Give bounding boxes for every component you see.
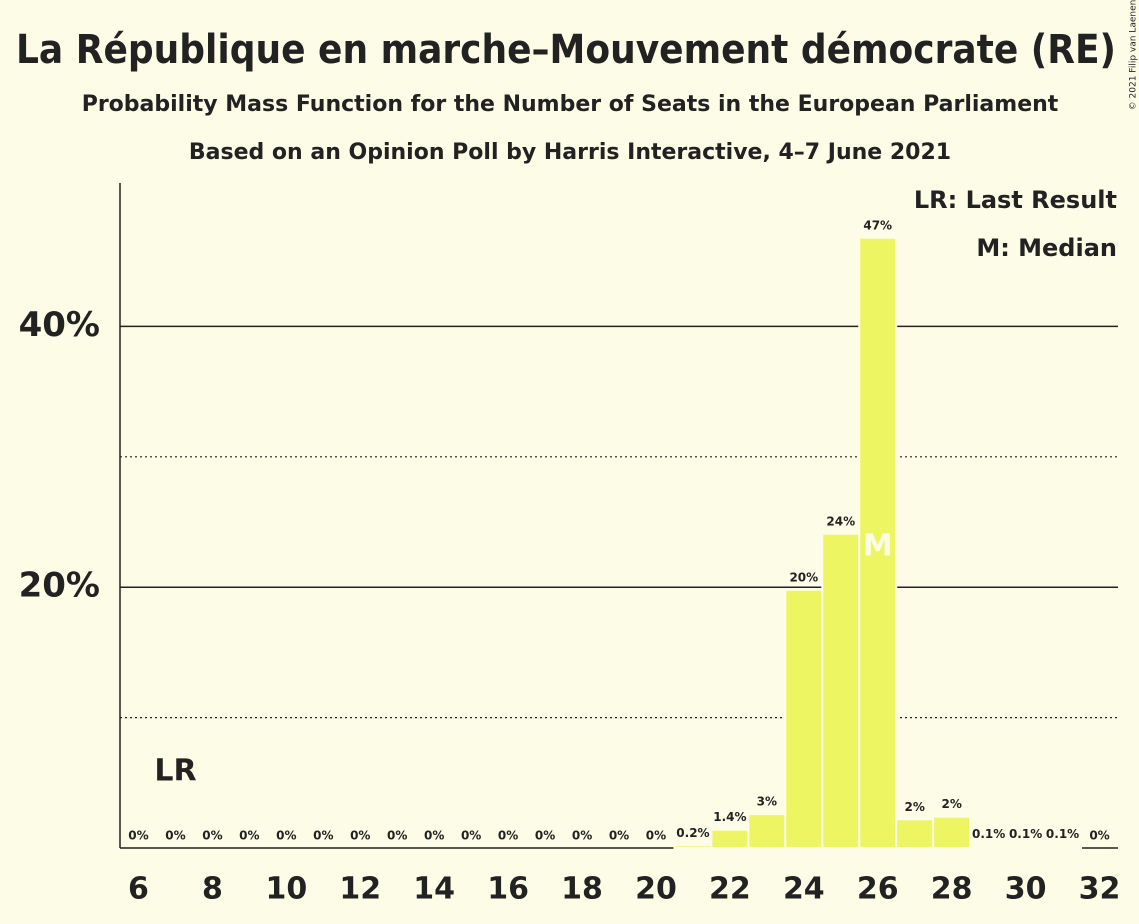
bar — [1006, 845, 1046, 850]
value-label: 0.1% — [1009, 827, 1042, 841]
chart-subtitle: Probability Mass Function for the Number… — [82, 92, 1059, 117]
x-tick-label: 14 — [413, 872, 455, 907]
value-label: 0% — [313, 829, 333, 843]
x-tick-label: 6 — [128, 872, 149, 907]
value-label: 0% — [572, 829, 592, 843]
value-label: 0.1% — [1046, 827, 1079, 841]
value-label: 47% — [863, 218, 892, 232]
value-label: 3% — [757, 795, 777, 809]
value-label: 0% — [1089, 829, 1109, 843]
bar — [1043, 845, 1083, 850]
chart-subtitle: Based on an Opinion Poll by Harris Inter… — [189, 140, 951, 165]
value-label: 0% — [609, 829, 629, 843]
bar — [895, 818, 935, 849]
value-label: 0% — [350, 829, 370, 843]
value-label: 0% — [239, 829, 259, 843]
value-label: 0% — [646, 829, 666, 843]
value-label: 24% — [826, 514, 855, 528]
x-tick-label: 28 — [931, 872, 973, 907]
x-tick-label: 18 — [561, 872, 603, 907]
x-tick-label: 16 — [487, 872, 529, 907]
value-label: 0% — [128, 829, 148, 843]
x-tick-label: 12 — [339, 872, 381, 907]
bar — [784, 588, 824, 850]
value-label: 2% — [905, 800, 925, 814]
value-label: 0% — [276, 829, 296, 843]
value-label: 0.1% — [972, 827, 1005, 841]
y-tick-label: 40% — [19, 305, 100, 345]
bar — [747, 813, 787, 849]
copyright: © 2021 Filip van Laenen — [1129, 0, 1139, 110]
value-label: 0.2% — [676, 826, 709, 840]
y-tick-label: 20% — [19, 566, 100, 606]
value-label: 1.4% — [713, 810, 746, 824]
bar — [858, 236, 898, 849]
x-tick-label: 22 — [709, 872, 751, 907]
legend-entry: LR: Last Result — [914, 186, 1117, 214]
value-label: 2% — [941, 797, 961, 811]
value-label: 0% — [165, 829, 185, 843]
value-label: 0% — [535, 829, 555, 843]
value-label: 0% — [387, 829, 407, 843]
bar — [969, 845, 1009, 850]
x-tick-label: 26 — [857, 872, 899, 907]
bar — [710, 828, 750, 850]
x-tick-label: 32 — [1079, 872, 1121, 907]
x-tick-label: 10 — [265, 872, 307, 907]
bar — [932, 815, 972, 849]
value-label: 20% — [789, 570, 818, 584]
value-label: 0% — [461, 829, 481, 843]
x-tick-label: 30 — [1005, 872, 1047, 907]
x-tick-label: 8 — [202, 872, 223, 907]
value-label: 0% — [424, 829, 444, 843]
chart-title: La République en marche–Mouvement démocr… — [16, 27, 1116, 73]
x-tick-label: 20 — [635, 872, 677, 907]
x-tick-label: 24 — [783, 872, 825, 907]
legend-entry: M: Median — [976, 234, 1117, 262]
annotation: LR — [154, 754, 196, 789]
bar — [821, 532, 861, 849]
bar — [673, 844, 713, 849]
value-label: 0% — [202, 829, 222, 843]
annotation: M — [863, 529, 893, 564]
value-label: 0% — [498, 829, 518, 843]
